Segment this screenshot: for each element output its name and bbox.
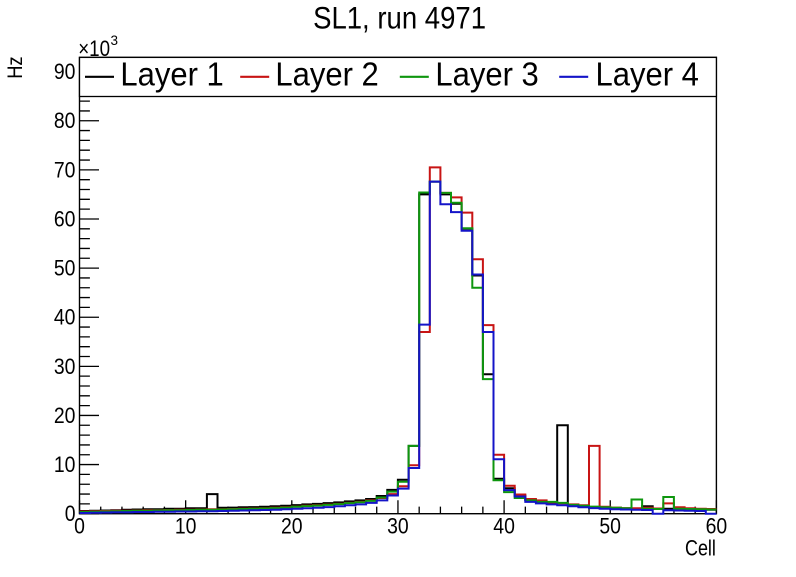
svg-text:10: 10 [175, 513, 197, 538]
svg-text:50: 50 [54, 256, 76, 281]
svg-text:90: 90 [54, 59, 76, 84]
svg-text:60: 60 [706, 513, 728, 538]
svg-text:20: 20 [54, 403, 76, 428]
svg-text:40: 40 [54, 305, 76, 330]
svg-text:Layer 3: Layer 3 [435, 55, 538, 92]
svg-text:30: 30 [54, 354, 76, 379]
svg-text:Layer 4: Layer 4 [596, 55, 699, 92]
svg-text:60: 60 [54, 206, 76, 231]
svg-text:3: 3 [111, 33, 119, 48]
svg-text:50: 50 [599, 513, 621, 538]
svg-text:SL1, run 4971: SL1, run 4971 [313, 0, 486, 36]
svg-text:Layer 2: Layer 2 [275, 55, 378, 92]
svg-text:Hz: Hz [4, 56, 27, 78]
svg-text:0: 0 [65, 501, 76, 526]
svg-text:40: 40 [493, 513, 515, 538]
svg-text:30: 30 [387, 513, 409, 538]
svg-text:Cell: Cell [685, 535, 716, 560]
svg-text:×10: ×10 [78, 36, 110, 61]
svg-text:Layer 1: Layer 1 [120, 55, 223, 92]
svg-text:80: 80 [54, 108, 76, 133]
svg-text:0: 0 [74, 513, 85, 538]
svg-text:20: 20 [281, 513, 303, 538]
svg-text:70: 70 [54, 157, 76, 182]
svg-text:10: 10 [54, 452, 76, 477]
